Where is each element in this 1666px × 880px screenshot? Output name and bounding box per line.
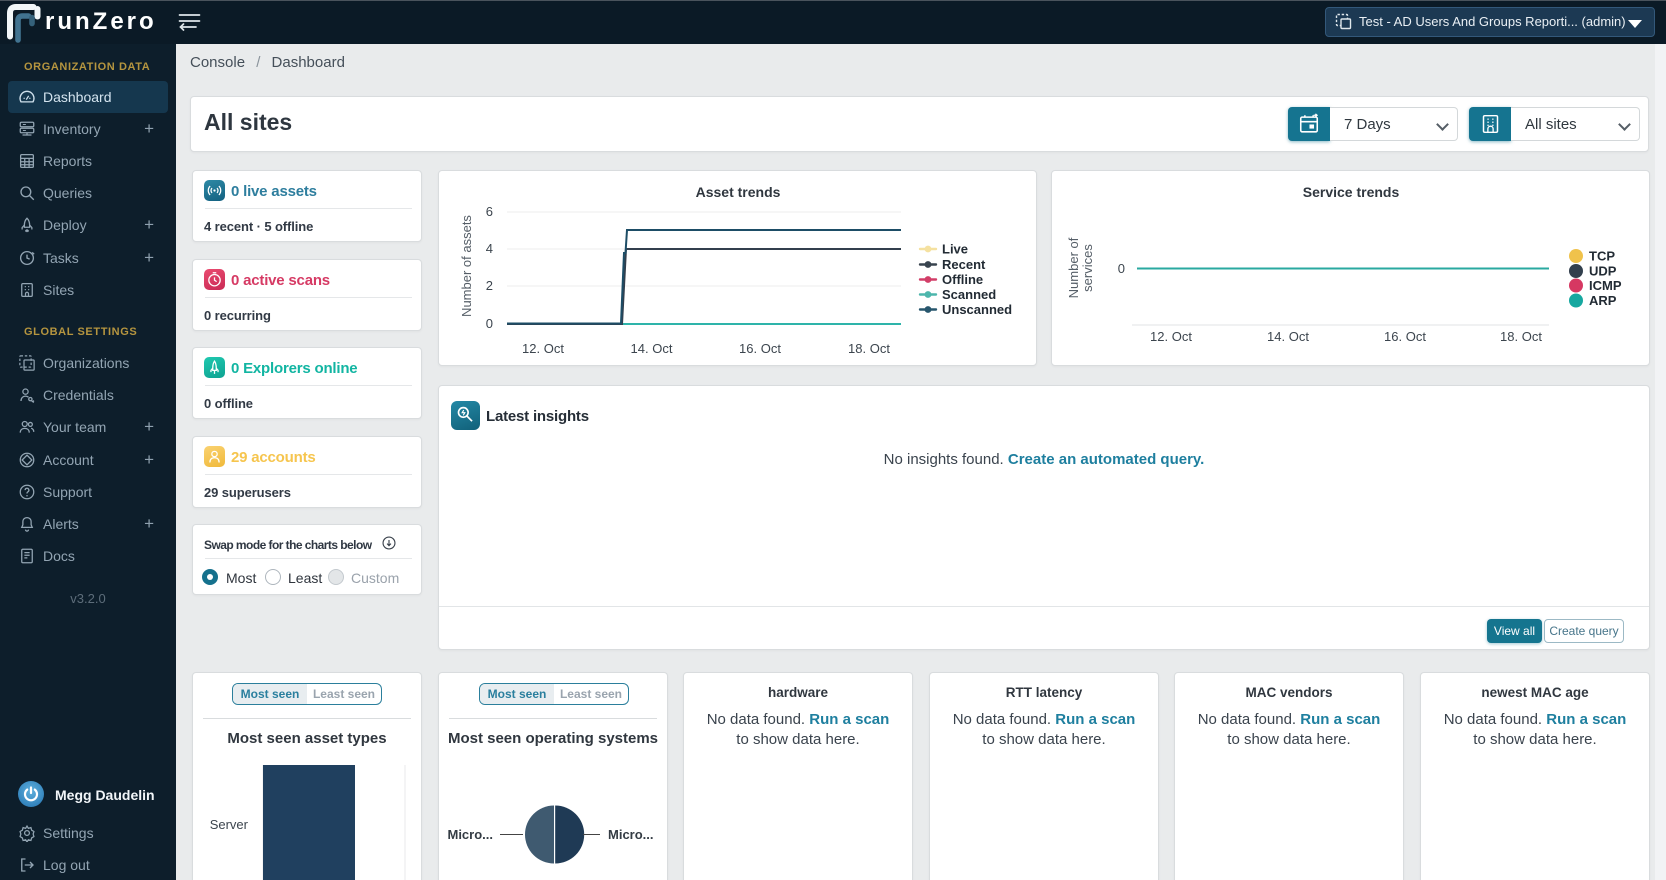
svg-text:4: 4: [486, 241, 493, 256]
svg-text:Asset trends: Asset trends: [696, 184, 781, 200]
svg-text:0: 0: [1118, 261, 1125, 276]
svg-text:12. Oct: 12. Oct: [1150, 329, 1192, 344]
svg-text:2: 2: [486, 278, 493, 293]
svg-text:Server: Server: [210, 817, 249, 832]
svg-text:UDP: UDP: [1589, 264, 1617, 279]
svg-text:16. Oct: 16. Oct: [1384, 329, 1426, 344]
svg-text:0: 0: [486, 316, 493, 331]
svg-text:Scanned: Scanned: [942, 287, 996, 302]
svg-text:Number of: Number of: [1066, 237, 1081, 298]
svg-text:Micro...: Micro...: [608, 827, 654, 842]
svg-text:Offline: Offline: [942, 272, 983, 287]
svg-text:6: 6: [486, 204, 493, 219]
svg-text:TCP: TCP: [1589, 249, 1615, 264]
svg-text:18. Oct: 18. Oct: [1500, 329, 1542, 344]
svg-text:Live: Live: [942, 242, 968, 257]
svg-text:12. Oct: 12. Oct: [522, 341, 564, 356]
svg-text:14. Oct: 14. Oct: [1267, 329, 1309, 344]
svg-text:Number of assets: Number of assets: [459, 215, 474, 317]
svg-text:18. Oct: 18. Oct: [848, 341, 890, 356]
svg-text:Service trends: Service trends: [1303, 184, 1400, 200]
svg-text:16. Oct: 16. Oct: [739, 341, 781, 356]
svg-text:ICMP: ICMP: [1589, 278, 1622, 293]
svg-text:ARP: ARP: [1589, 293, 1617, 308]
svg-text:Micro...: Micro...: [447, 827, 493, 842]
svg-text:14. Oct: 14. Oct: [631, 341, 673, 356]
svg-text:Unscanned: Unscanned: [942, 302, 1012, 317]
svg-text:Recent: Recent: [942, 257, 986, 272]
svg-text:services: services: [1080, 244, 1095, 292]
